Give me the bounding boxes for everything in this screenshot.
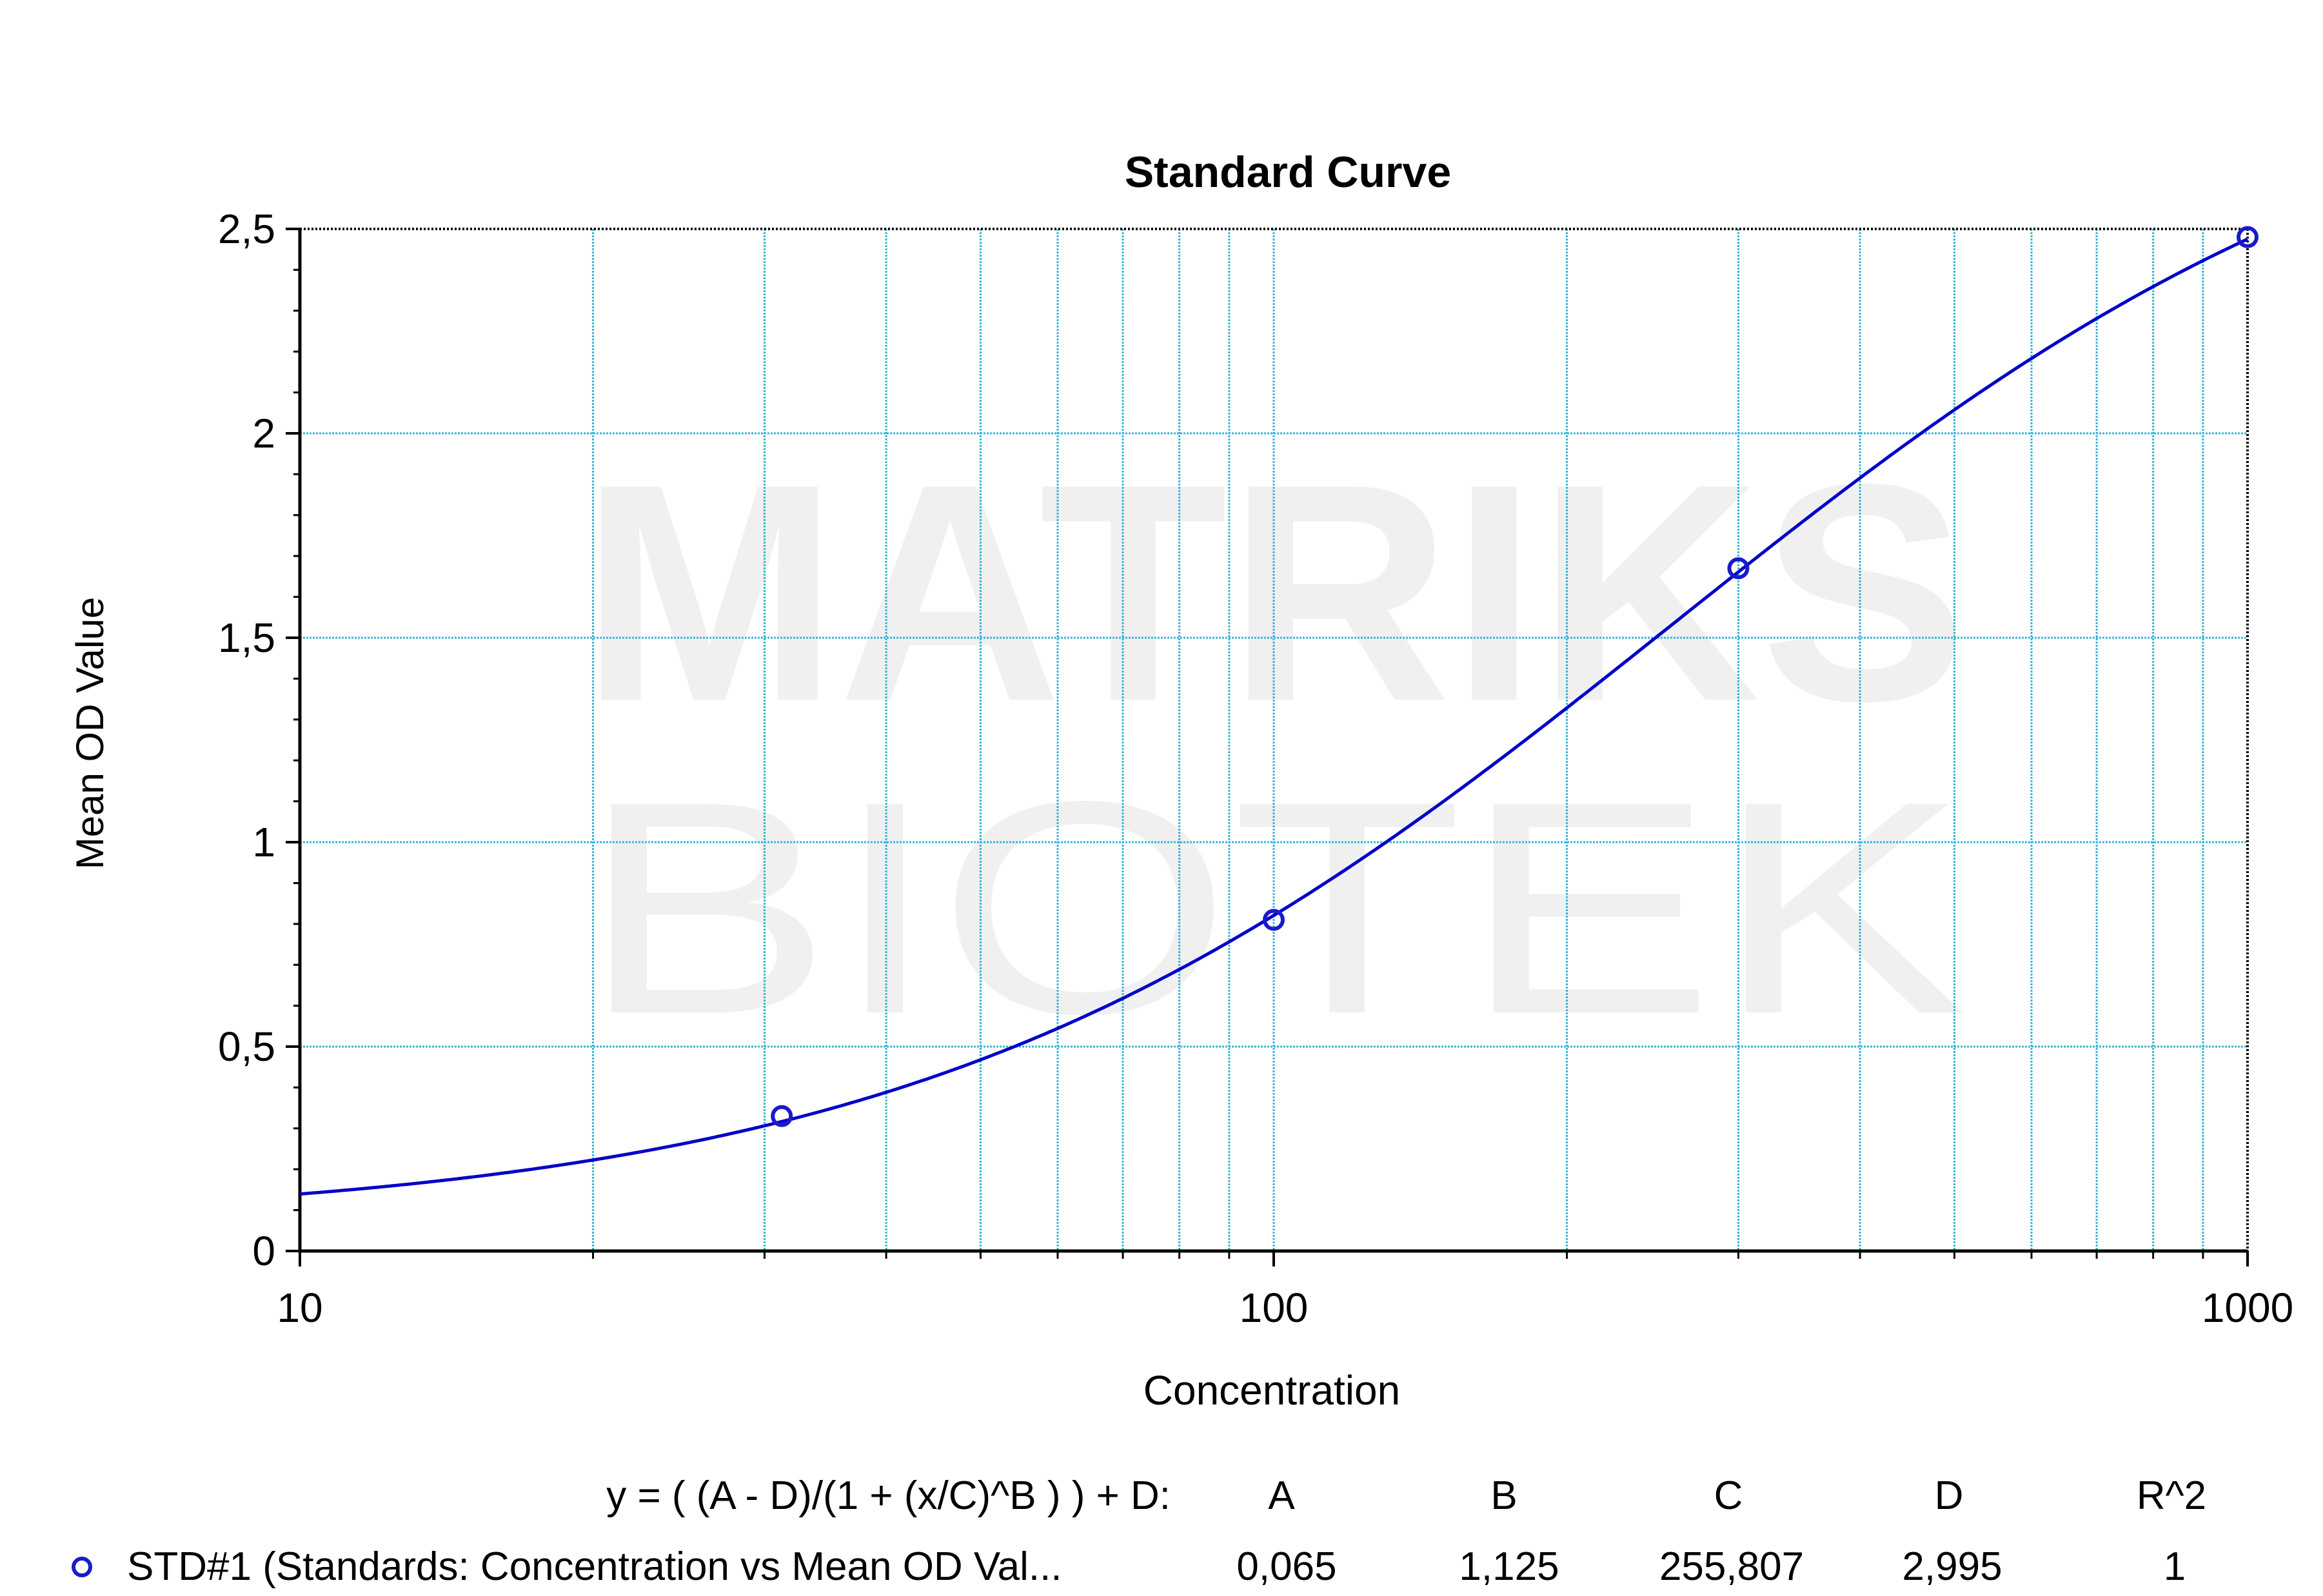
grid — [300, 229, 2248, 1251]
fit-value-r2: 1 — [2164, 1544, 2186, 1589]
legend-marker-icon — [72, 1557, 92, 1577]
tick-labels: 0 0,5 1 1,5 2 2,5 10 100 1000 — [218, 206, 2293, 1331]
x-axis-label: Concentration — [1143, 1367, 1400, 1414]
data-point — [1263, 909, 1285, 931]
y-tick-label: 0 — [252, 1228, 275, 1274]
fit-header-c: C — [1714, 1473, 1743, 1518]
x-tick-label: 100 — [1240, 1285, 1309, 1331]
y-tick-label: 1,5 — [218, 615, 275, 661]
fit-header-d: D — [1935, 1473, 1964, 1518]
fit-header-r2: R^2 — [2137, 1473, 2206, 1518]
axes — [286, 228, 2249, 1266]
fit-value-a: 0,065 — [1236, 1544, 1336, 1589]
x-tick-label: 10 — [277, 1285, 322, 1331]
fit-value-d: 2,995 — [1902, 1544, 2002, 1589]
fit-header-a: A — [1268, 1473, 1295, 1518]
y-axis-label: Mean OD Value — [68, 597, 112, 869]
x-tick-label: 1000 — [2202, 1285, 2293, 1331]
fit-equation: y = ( (A - D)/(1 + (x/C)^B ) ) + D: — [606, 1473, 1171, 1518]
y-tick-label: 2 — [252, 410, 275, 457]
chart-title: Standard Curve — [1125, 148, 1451, 197]
fit-header-b: B — [1490, 1473, 1517, 1518]
data-point — [1727, 557, 1750, 580]
fit-parameter-table: y = ( (A - D)/(1 + (x/C)^B ) ) + D: A B … — [72, 1473, 2206, 1589]
fit-value-b: 1,125 — [1459, 1544, 1559, 1589]
y-tick-label: 2,5 — [218, 206, 275, 252]
data-point — [771, 1105, 793, 1127]
fit-value-c: 255,807 — [1659, 1544, 1804, 1589]
fit-curve-layer — [299, 237, 2249, 1196]
fit-curve — [299, 237, 2249, 1196]
y-tick-label: 1 — [252, 819, 275, 865]
data-point — [2237, 226, 2259, 248]
y-tick-label: 0,5 — [218, 1023, 275, 1070]
legend-series-name: STD#1 (Standards: Concentration vs Mean … — [127, 1544, 1062, 1589]
data-points — [771, 226, 2259, 1127]
